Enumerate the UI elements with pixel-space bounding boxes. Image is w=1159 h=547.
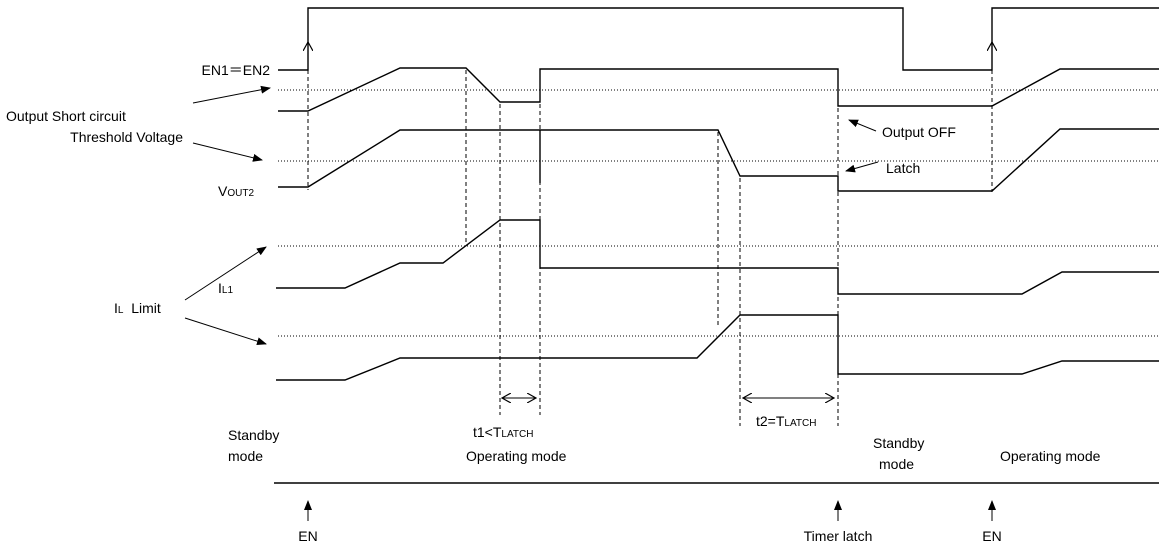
- standby-mode-label-2b: mode: [879, 456, 914, 472]
- t2-label: t2=TLATCH: [756, 413, 816, 429]
- short-circuit-label-line1: Output Short circuit: [6, 108, 126, 124]
- en-event-label-1: EN: [298, 528, 317, 544]
- standby-mode-label-1b: mode: [228, 448, 263, 464]
- t1-label: t1<TLATCH: [473, 424, 533, 440]
- time-axis: [274, 482, 1159, 521]
- il1-label: IL1: [218, 280, 233, 296]
- il2-waveform: [276, 314, 1159, 381]
- operating-mode-label-2: Operating mode: [1000, 448, 1101, 464]
- vout2-label: VOUT2: [218, 183, 254, 199]
- output-off-label: Output OFF: [882, 124, 956, 140]
- en-event-label-2: EN: [982, 528, 1001, 544]
- il-limit-label: IL Limit: [114, 300, 161, 316]
- vout1-waveform: [278, 67, 1159, 112]
- short-circuit-label-line2: Threshold Voltage: [70, 129, 183, 145]
- label-pointers: [184, 85, 879, 346]
- en-waveform: [278, 7, 1159, 71]
- timer-latch-label: Timer latch: [804, 528, 873, 544]
- standby-mode-label-1: Standby: [228, 427, 279, 443]
- operating-mode-label-1: Operating mode: [466, 448, 567, 464]
- vout2-waveform: [278, 128, 1159, 192]
- timing-markers: [307, 70, 993, 426]
- latch-label: Latch: [886, 160, 920, 176]
- standby-mode-label-2: Standby: [873, 435, 924, 451]
- en-label: EN1＝EN2: [202, 62, 271, 78]
